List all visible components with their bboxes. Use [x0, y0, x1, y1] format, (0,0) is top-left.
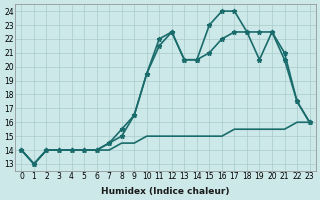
X-axis label: Humidex (Indice chaleur): Humidex (Indice chaleur): [101, 187, 230, 196]
